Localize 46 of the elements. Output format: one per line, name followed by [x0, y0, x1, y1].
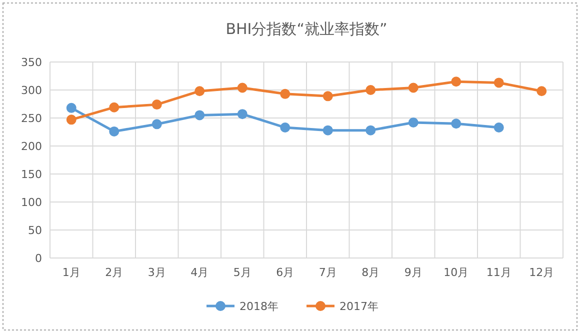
point	[322, 91, 333, 102]
legend-label: 2018年	[240, 300, 278, 313]
point	[237, 82, 248, 93]
point	[494, 122, 504, 133]
point	[280, 122, 290, 133]
x-tick-label: 12月	[529, 266, 554, 279]
x-tick-label: 10月	[444, 266, 469, 279]
point	[494, 78, 504, 88]
y-tick-label: 0	[35, 252, 42, 265]
point	[280, 88, 290, 99]
y-tick-label: 300	[21, 84, 42, 97]
x-tick-label: 4月	[190, 266, 209, 279]
point	[152, 119, 162, 130]
chart-title: BHI分指数“就业率指数”	[226, 20, 388, 38]
point	[109, 102, 120, 112]
y-tick-label: 150	[21, 168, 42, 181]
x-tick-label: 8月	[362, 266, 380, 279]
point	[152, 100, 162, 110]
point	[194, 110, 205, 120]
point	[536, 86, 547, 96]
point	[366, 85, 376, 95]
point	[322, 125, 333, 136]
x-tick-label: 5月	[233, 266, 252, 279]
x-tick-label: 7月	[318, 266, 337, 279]
point	[451, 118, 462, 129]
x-tick-label: 1月	[62, 266, 80, 279]
point	[194, 86, 205, 96]
legend-label: 2017年	[340, 300, 378, 313]
x-tick-label: 6月	[276, 266, 294, 279]
point	[408, 117, 418, 128]
point	[109, 126, 120, 136]
x-tick-label: 9月	[404, 266, 422, 279]
y-tick-label: 50	[28, 224, 42, 237]
point	[408, 82, 418, 93]
y-tick-label: 250	[21, 112, 42, 125]
y-tick-label: 100	[21, 196, 42, 209]
y-tick-label: 200	[21, 140, 42, 153]
x-tick-label: 2月	[105, 266, 124, 279]
point	[366, 125, 376, 136]
point	[66, 102, 76, 113]
x-tick-label: 11月	[486, 266, 512, 279]
x-tick-label: 3月	[148, 266, 166, 279]
y-tick-label: 350	[21, 56, 42, 69]
point	[237, 109, 248, 120]
point	[66, 114, 76, 125]
point	[451, 76, 462, 87]
